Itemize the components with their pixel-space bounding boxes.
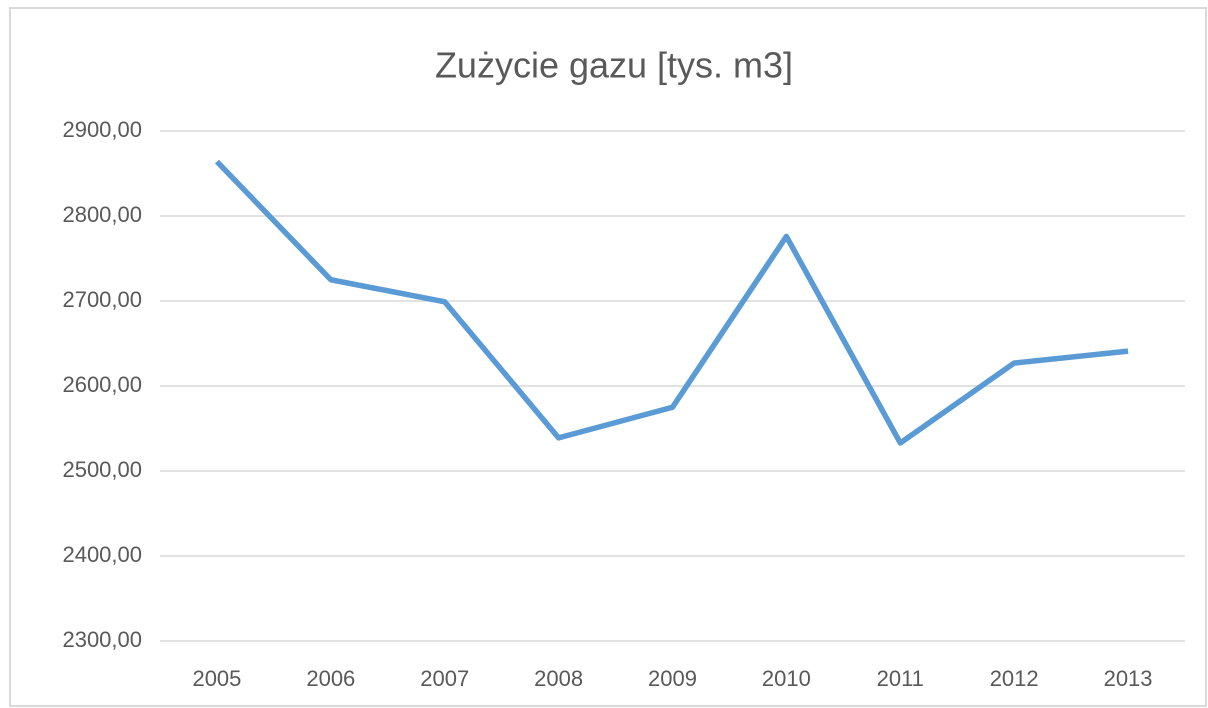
x-tick-label: 2012 (990, 666, 1039, 691)
x-tick-label: 2011 (877, 666, 924, 691)
x-tick-label: 2006 (306, 666, 355, 691)
data-line (214, 159, 1129, 446)
chart-frame (9, 7, 1207, 707)
y-tick-label: 2400,00 (62, 542, 142, 567)
x-tick-label: 2008 (534, 666, 583, 691)
x-tick-label: 2009 (648, 666, 697, 691)
y-tick-label: 2300,00 (62, 627, 142, 652)
y-tick-label: 2500,00 (62, 457, 142, 482)
x-tick-label: 2010 (762, 666, 811, 691)
x-tick-label: 2013 (1104, 666, 1153, 691)
y-tick-label: 2600,00 (62, 372, 142, 397)
x-tick-label: 2005 (192, 666, 241, 691)
chart-title: Zużycie gazu [tys. m3] (435, 45, 793, 86)
y-tick-label: 2800,00 (62, 202, 142, 227)
y-tick-label: 2900,00 (62, 117, 142, 142)
y-tick-label: 2700,00 (62, 287, 142, 312)
x-tick-label: 2007 (420, 666, 469, 691)
